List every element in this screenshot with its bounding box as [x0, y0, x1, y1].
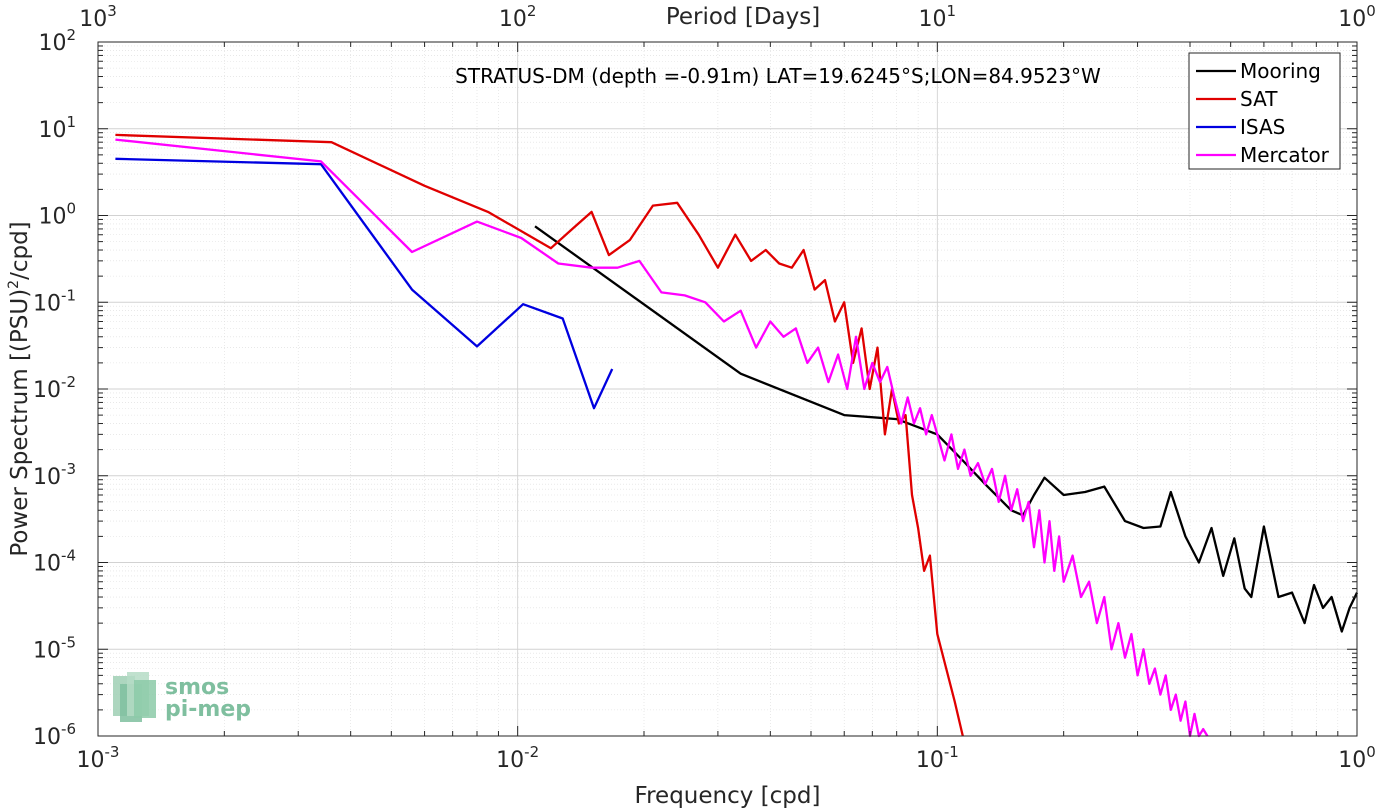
top-tick-label-exp: 1 [947, 2, 957, 20]
series-line-mooring [534, 225, 1359, 633]
top-tick-label-exp: 2 [527, 2, 537, 20]
y-tick-label-base: 10 [33, 378, 61, 403]
top-tick-label-base: 10 [499, 7, 527, 32]
top-axis-label: Period [Days] [666, 4, 820, 30]
y-tick-label-base: 10 [33, 638, 61, 663]
y-tick-label-exp: -3 [61, 460, 76, 478]
x-tick-label-base: 10 [496, 748, 524, 773]
y-tick-label-exp: -1 [61, 286, 76, 304]
x-tick-label-exp: -3 [105, 743, 120, 761]
y-tick-label-exp: 0 [66, 200, 76, 218]
grid [97, 41, 1358, 737]
top-tick-label: 103 [79, 2, 117, 32]
top-tick-label-base: 10 [1338, 7, 1366, 32]
legend-label-sat: SAT [1240, 87, 1278, 111]
legend-label-isas: ISAS [1240, 115, 1285, 139]
x-tick-label-exp: -1 [944, 743, 959, 761]
legend-label-mooring: Mooring [1240, 59, 1321, 83]
top-tick-label-base: 10 [919, 7, 947, 32]
legend-box [1188, 52, 1341, 170]
legend-label-mercator: Mercator [1240, 143, 1330, 167]
top-tick-label: 101 [919, 2, 957, 32]
tick-marks [97, 41, 1358, 737]
y-tick-label-base: 10 [33, 725, 61, 750]
x-tick-label: 10-3 [77, 743, 120, 773]
y-tick-label-exp: -5 [61, 633, 76, 651]
y-tick-label-exp: -6 [61, 720, 76, 738]
top-tick-label: 102 [499, 2, 537, 32]
plot-area [115, 133, 1359, 738]
top-tick-label-exp: 0 [1366, 2, 1376, 20]
chart-title: STRATUS-DM (depth =-0.91m) LAT=19.6245°S… [455, 64, 1101, 88]
series-line-sat [115, 133, 964, 737]
top-tick-label-exp: 3 [107, 2, 117, 20]
y-axis-label-sup: 2 [6, 280, 22, 289]
x-tick-label-base: 10 [77, 748, 105, 773]
y-tick-label: 100 [38, 200, 76, 230]
series-line-isas [115, 157, 614, 410]
y-tick-label-base: 10 [33, 552, 61, 577]
logo-text-pimep: pi-mep [165, 697, 251, 722]
y-tick-label: 10-1 [33, 286, 76, 316]
y-tick-label: 101 [38, 113, 76, 143]
y-axis-label-main: Power Spectrum [(PSU) [7, 289, 33, 557]
x-tick-label: 100 [1338, 743, 1376, 773]
y-tick-label-exp: -2 [61, 373, 76, 391]
y-tick-label-base: 10 [33, 291, 61, 316]
y-axis-label-tail: /cpd] [7, 221, 33, 280]
x-axis-label: Frequency [cpd] [635, 783, 821, 809]
y-tick-label-exp: -4 [61, 547, 76, 565]
y-tick-label: 10-6 [33, 720, 76, 750]
x-tick-label-base: 10 [1338, 748, 1366, 773]
y-tick-label-exp: 2 [66, 26, 76, 44]
x-tick-label-exp: 0 [1366, 743, 1376, 761]
legend: Mooring SAT ISAS Mercator [1188, 52, 1341, 170]
x-tick-label-base: 10 [916, 748, 944, 773]
y-axis-label: Power Spectrum [(PSU)2/cpd] [6, 221, 33, 556]
x-tick-label: 10-1 [916, 743, 959, 773]
y-tick-label-base: 10 [33, 465, 61, 490]
y-tick-label: 10-4 [33, 547, 76, 577]
top-tick-label: 100 [1338, 2, 1376, 32]
y-tick-label: 10-2 [33, 373, 76, 403]
y-tick-label: 10-3 [33, 460, 76, 490]
logo-text-smos: smos [165, 675, 229, 700]
series-line-mercator [115, 138, 1209, 738]
y-tick-label: 10-5 [33, 633, 76, 663]
y-tick-label-exp: 1 [66, 113, 76, 131]
x-tick-label: 10-2 [496, 743, 539, 773]
y-tick-label-base: 10 [38, 118, 66, 143]
smos-pimep-logo: smos pi-mep [113, 672, 251, 722]
y-tick-label-base: 10 [38, 205, 66, 230]
x-tick-label-exp: -2 [524, 743, 539, 761]
y-tick-label-base: 10 [38, 31, 66, 56]
top-tick-label-base: 10 [79, 7, 107, 32]
y-tick-label: 102 [38, 26, 76, 56]
